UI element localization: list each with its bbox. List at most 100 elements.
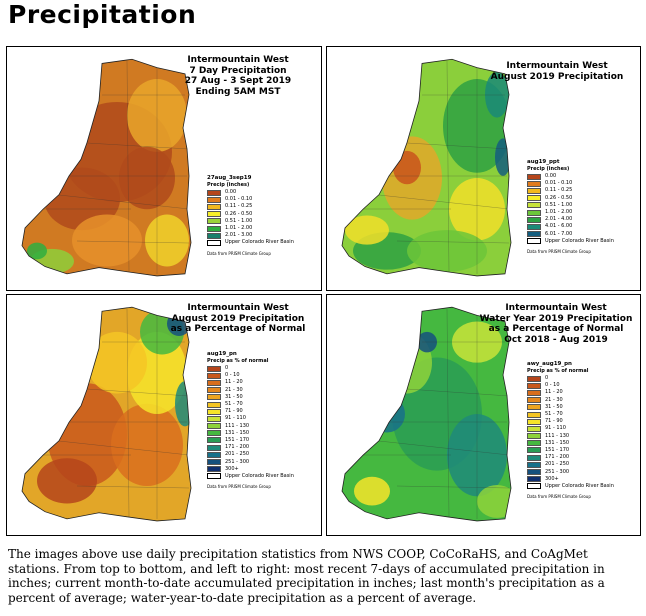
- legend-class-label: 6.01 - 7.00: [545, 230, 573, 237]
- legend-class-label: 0 - 10: [545, 382, 560, 389]
- legend-swatch: [207, 459, 221, 466]
- precip-map: [21, 58, 192, 277]
- legend-subheading: Precip as % of normal: [527, 368, 589, 374]
- legend-class-label: 31 - 50: [545, 403, 563, 410]
- legend-swatch: [527, 389, 541, 396]
- legend-swatch: [527, 223, 541, 230]
- legend-class-label: 111 - 130: [545, 432, 570, 439]
- legend-swatch: [527, 173, 541, 180]
- map-legend: 27aug_3sep19 Precip (inches) 0.00 0.01 - …: [207, 175, 294, 257]
- legend-swatch: [207, 225, 221, 232]
- legend-class-label: 0.00: [545, 173, 557, 180]
- legend-class-label: 171 - 200: [225, 444, 250, 451]
- legend-class-entry: 0.00: [207, 189, 294, 196]
- legend-class-label: 2.01 - 4.00: [545, 216, 573, 223]
- legend-heading: aug19_pn: [207, 351, 237, 357]
- legend-swatch: [207, 232, 221, 239]
- legend-class-entry: 0.01 - 0.10: [207, 196, 294, 203]
- legend-class-entry: 0.11 - 0.25: [207, 203, 294, 210]
- legend-swatch: [527, 440, 541, 447]
- legend-swatch: [207, 430, 221, 437]
- legend-class-entry: 0.01 - 0.10: [527, 180, 614, 187]
- map-legend: aug19_ppt Precip (inches) 0.00 0.01 - 0.1…: [527, 159, 614, 255]
- legend-swatch: [207, 379, 221, 386]
- legend-heading: 27aug_3sep19: [207, 175, 252, 181]
- legend-class-label: 4.01 - 6.00: [545, 223, 573, 230]
- legend-class-label: 0.11 - 0.25: [545, 187, 573, 194]
- legend-swatch: [527, 433, 541, 440]
- legend-swatch: [527, 469, 541, 476]
- legend-swatch: [207, 394, 221, 401]
- legend-class-entry: 0.26 - 0.50: [527, 195, 614, 202]
- legend-class-label: 0.11 - 0.25: [225, 203, 253, 210]
- legend-class-entry: 0.51 - 1.00: [527, 202, 614, 209]
- legend-class-entry: 111 - 130: [527, 433, 614, 440]
- map-title: Intermountain West August 2019 Precipita…: [490, 61, 624, 82]
- legend-swatch: [207, 218, 221, 225]
- legend-swatch: [527, 461, 541, 468]
- map-panel-august-precip: Intermountain West August 2019 Precipita…: [326, 46, 641, 291]
- page-heading: Precipitation: [8, 0, 197, 29]
- legend-swatch: [207, 211, 221, 218]
- legend-class-label: 201 - 250: [545, 461, 570, 468]
- legend-class-label: 0.51 - 1.00: [225, 217, 253, 224]
- legend-swatch: [207, 203, 221, 210]
- legend-class-label: 251 - 300: [545, 468, 570, 475]
- legend-class-entry: 21 - 30: [527, 397, 614, 404]
- legend-class-label: 21 - 30: [545, 396, 563, 403]
- data-credit: Data from PRISM Climate Group: [527, 494, 591, 499]
- legend-swatch: [207, 466, 221, 473]
- legend-swatch: [207, 423, 221, 430]
- legend-swatch: [207, 408, 221, 415]
- legend-class-entry: 1.01 - 2.00: [207, 225, 294, 232]
- legend-class-entry: 71 - 90: [207, 408, 294, 415]
- legend-class-entry: 300+: [207, 466, 294, 473]
- legend-class-label: 1.01 - 2.00: [545, 209, 573, 216]
- legend-class-label: 151 - 170: [225, 436, 250, 443]
- legend-class-label: 111 - 130: [225, 422, 250, 429]
- legend-class-label: 131 - 150: [225, 429, 250, 436]
- legend-class-entry: 300+: [527, 476, 614, 483]
- legend-class-label: 21 - 30: [225, 386, 243, 393]
- legend-class-entry: 0 - 10: [207, 372, 294, 379]
- legend-class-entry: 251 - 300: [527, 468, 614, 476]
- legend-class-label: 300+: [225, 465, 239, 472]
- legend-class-entry: 251 - 300: [207, 458, 294, 466]
- legend-class-label: 0: [545, 375, 549, 382]
- legend-class-entry: 171 - 200: [207, 444, 294, 451]
- legend-class-label: 11 - 20: [225, 379, 243, 386]
- legend-basin-entry: Upper Colorado River Basin: [207, 239, 294, 246]
- legend-swatch: [527, 454, 541, 461]
- legend-class-label: 151 - 170: [545, 446, 570, 453]
- legend-class-entry: 31 - 50: [207, 394, 294, 401]
- legend-class-entry: 201 - 250: [527, 461, 614, 468]
- legend-swatch: [207, 437, 221, 444]
- legend-class-entry: 11 - 20: [527, 389, 614, 396]
- legend-class-entry: 0: [207, 365, 294, 372]
- map-panel-7-day-precip: Intermountain West 7 Day Precipitation 2…: [6, 46, 322, 291]
- legend-basin-entry: Upper Colorado River Basin: [527, 483, 614, 490]
- map-title: Intermountain West Water Year 2019 Preci…: [479, 303, 633, 345]
- legend-class-entry: 111 - 130: [207, 423, 294, 430]
- legend-swatch: [207, 451, 221, 458]
- map-panel-water-year-percent-normal: Intermountain West Water Year 2019 Preci…: [326, 294, 641, 536]
- basin-outline-swatch: [527, 483, 541, 490]
- caption: The images above use daily precipitation…: [8, 547, 605, 605]
- legend-swatch: [527, 231, 541, 238]
- legend-class-label: 91 - 110: [545, 425, 566, 432]
- map-panel-august-percent-normal: Intermountain West August 2019 Precipita…: [6, 294, 322, 536]
- legend-class-entry: 21 - 30: [207, 387, 294, 394]
- legend-swatch: [527, 382, 541, 389]
- legend-swatch: [207, 387, 221, 394]
- legend-class-label: 251 - 300: [225, 458, 250, 465]
- legend-swatch: [527, 397, 541, 404]
- legend-swatch: [207, 196, 221, 203]
- legend-class-label: 71 - 90: [225, 408, 243, 415]
- legend-class-entry: 171 - 200: [527, 454, 614, 461]
- legend-class-label: 0.51 - 1.00: [545, 201, 573, 208]
- legend-class-label: 31 - 50: [225, 393, 243, 400]
- legend-class-label: 51 - 70: [225, 401, 243, 408]
- legend-swatch: [207, 372, 221, 379]
